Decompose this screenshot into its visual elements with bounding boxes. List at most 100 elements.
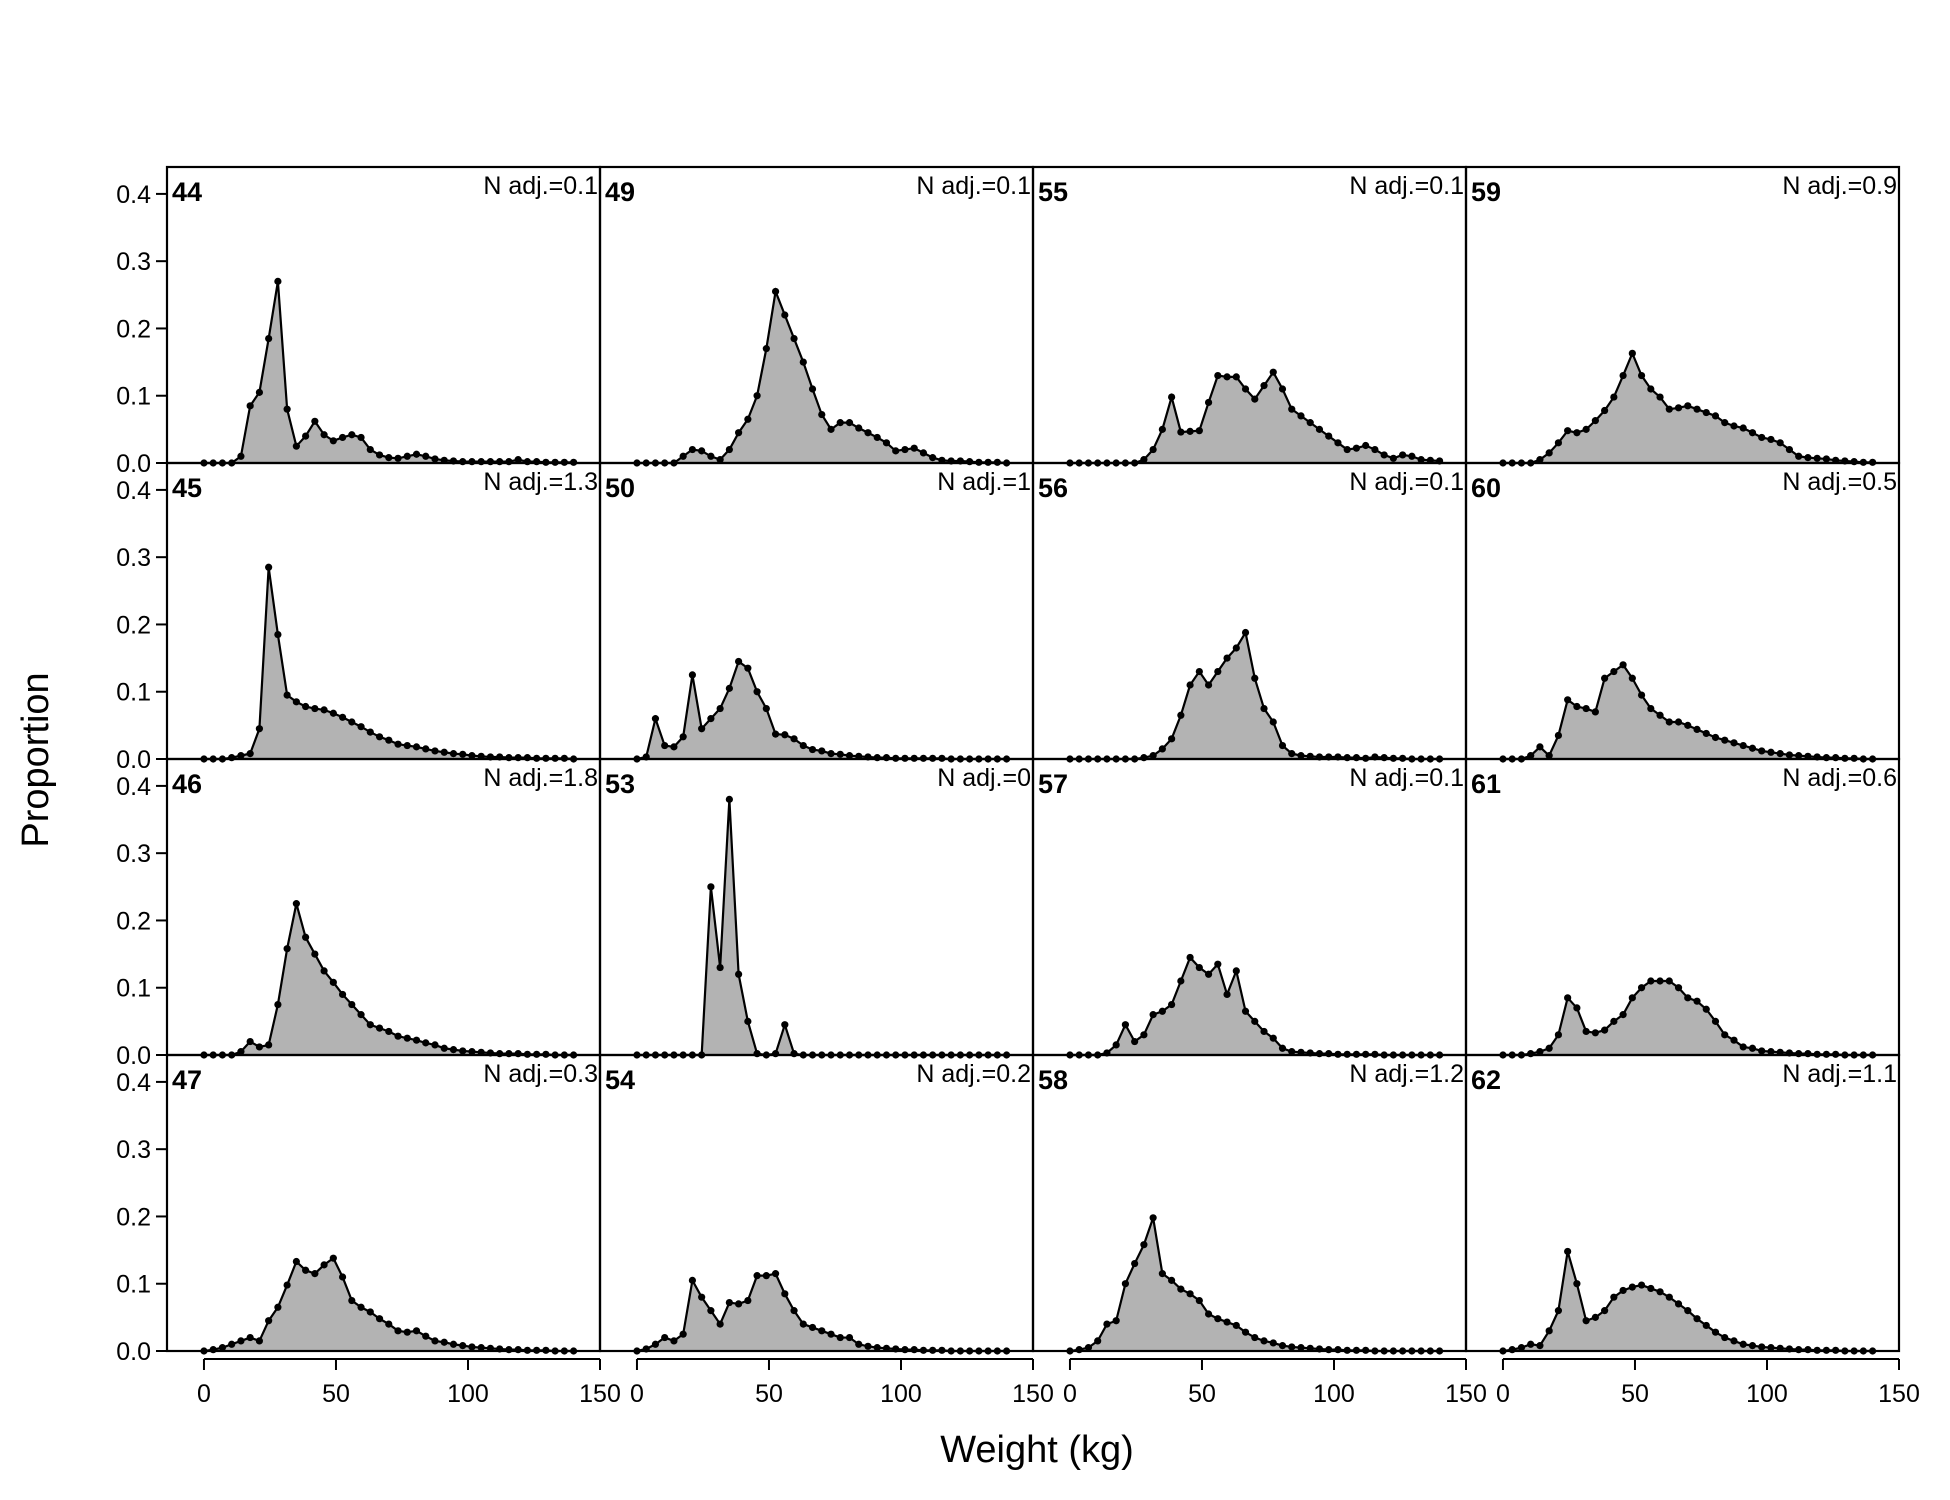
data-point xyxy=(1564,427,1572,435)
data-point xyxy=(1195,963,1203,972)
data-point xyxy=(1795,452,1803,460)
data-point xyxy=(468,752,476,760)
data-point xyxy=(1195,1296,1203,1305)
data-point xyxy=(781,311,789,319)
data-point xyxy=(753,1050,761,1058)
data-point xyxy=(1232,1321,1240,1330)
data-point xyxy=(459,750,467,758)
data-point xyxy=(1637,691,1646,699)
data-point xyxy=(661,741,669,750)
data-point xyxy=(670,743,678,751)
y-tick-label: 0.1 xyxy=(116,383,151,411)
data-point xyxy=(385,736,393,744)
data-point xyxy=(1084,1344,1093,1352)
data-point xyxy=(1186,681,1194,689)
panel-note: N adj.=0.1 xyxy=(916,172,1031,200)
data-point xyxy=(1674,718,1683,726)
data-point xyxy=(753,1272,761,1280)
data-point xyxy=(1619,1011,1627,1019)
data-point xyxy=(274,1303,282,1311)
panel-frame xyxy=(165,165,602,465)
data-point xyxy=(209,1346,217,1354)
data-point xyxy=(311,417,319,425)
data-point xyxy=(735,657,743,666)
data-point xyxy=(845,1333,854,1342)
panel-frame xyxy=(598,1053,1035,1353)
data-point xyxy=(1195,427,1203,435)
data-point xyxy=(1149,1011,1157,1019)
data-point xyxy=(1343,754,1351,762)
series-area xyxy=(1502,664,1873,759)
data-point xyxy=(1702,1321,1710,1330)
data-point xyxy=(744,1296,752,1305)
data-point xyxy=(486,458,495,466)
data-point xyxy=(1158,1007,1166,1015)
data-point xyxy=(790,1307,798,1315)
data-point xyxy=(1140,456,1148,464)
series-area xyxy=(1069,1217,1440,1351)
panel: 56 N adj.=0.1 xyxy=(1031,461,1468,763)
data-point xyxy=(1389,454,1397,462)
data-point xyxy=(1702,1005,1710,1013)
y-tick-label: 0.3 xyxy=(116,248,151,276)
data-point xyxy=(338,433,347,442)
data-point xyxy=(1711,1328,1720,1336)
data-point xyxy=(1665,405,1673,413)
panel-frame xyxy=(598,757,1035,1057)
data-point xyxy=(855,424,863,432)
data-point xyxy=(771,730,780,738)
panel-label: 62 xyxy=(1471,1065,1501,1095)
data-point xyxy=(237,452,245,460)
data-point xyxy=(394,1032,402,1040)
data-point xyxy=(468,458,476,466)
data-point xyxy=(533,458,541,466)
data-point xyxy=(348,1000,356,1009)
data-point xyxy=(431,747,439,755)
data-point xyxy=(827,750,835,758)
panel-label: 58 xyxy=(1038,1065,1068,1095)
data-point xyxy=(818,410,826,419)
data-point xyxy=(1315,425,1324,433)
data-point xyxy=(1776,750,1784,758)
data-point xyxy=(1260,1027,1268,1036)
data-point xyxy=(864,429,872,437)
x-tick-label: 100 xyxy=(880,1380,922,1408)
panel-label: 50 xyxy=(605,473,635,503)
data-point xyxy=(698,1293,706,1301)
data-point xyxy=(882,754,891,762)
data-point xyxy=(431,455,439,463)
data-point xyxy=(873,1344,881,1352)
data-point xyxy=(716,456,724,464)
panel-note: N adj.=0.9 xyxy=(1782,172,1897,200)
series-area xyxy=(1069,957,1440,1055)
data-point xyxy=(1103,1320,1111,1328)
panel-label: 44 xyxy=(172,177,202,207)
data-point xyxy=(338,1273,347,1281)
data-point xyxy=(394,454,402,462)
data-point xyxy=(1241,385,1250,393)
data-point xyxy=(725,684,733,692)
data-point xyxy=(1647,385,1655,393)
data-point xyxy=(1758,1047,1766,1055)
data-point xyxy=(1711,412,1720,420)
data-point xyxy=(1241,628,1250,637)
y-tick-label: 0.1 xyxy=(116,679,151,707)
data-point xyxy=(338,713,347,721)
data-point xyxy=(1711,1017,1720,1025)
data-point xyxy=(1417,456,1425,464)
x-tick-label: 50 xyxy=(1188,1380,1216,1408)
data-point xyxy=(1241,1328,1250,1336)
data-point xyxy=(1610,667,1618,676)
data-point xyxy=(1269,718,1277,726)
data-point xyxy=(1564,1247,1572,1256)
panel-label: 57 xyxy=(1038,769,1068,799)
y-tick-label: 0.1 xyxy=(116,1271,151,1299)
series-area xyxy=(636,661,1007,759)
data-point xyxy=(255,1337,264,1345)
data-point xyxy=(292,900,300,908)
data-point xyxy=(855,1340,863,1348)
data-point xyxy=(459,1342,467,1350)
data-point xyxy=(836,750,844,758)
data-point xyxy=(311,704,319,713)
data-point xyxy=(781,731,789,739)
